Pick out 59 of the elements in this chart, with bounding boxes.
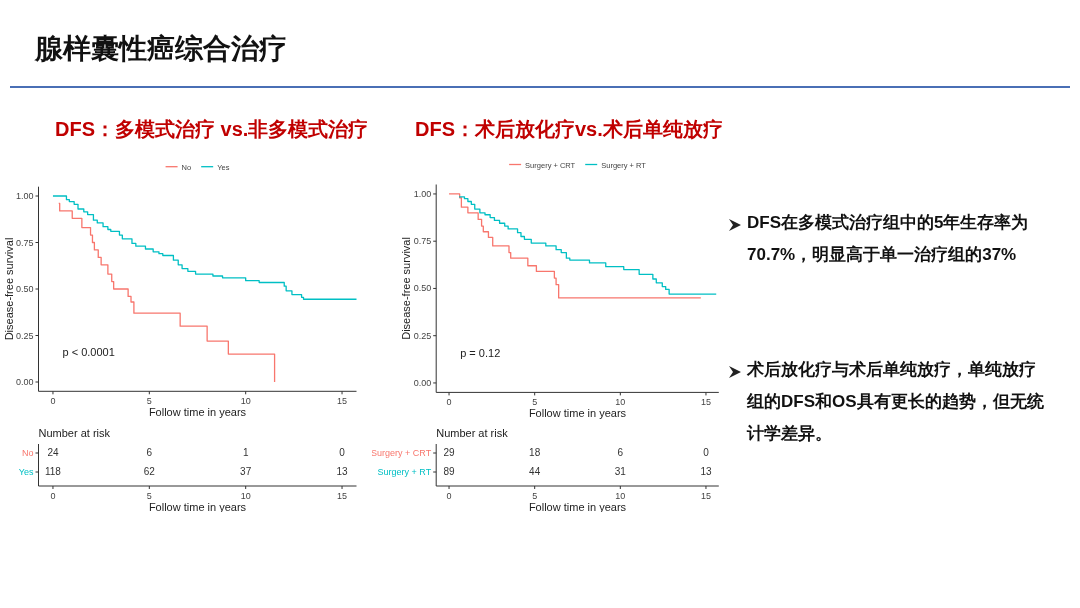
data-label: 118 [44, 466, 62, 477]
y-tick-label: 0.25 [413, 330, 432, 341]
annotation: p < 0.0001 [62, 346, 115, 359]
annotation: p = 0.12 [460, 347, 501, 360]
data-label: 44 [529, 466, 541, 477]
y-tick-label: 0.50 [413, 283, 432, 294]
data-label: 62 [143, 466, 156, 477]
y-tick-label: Surgery + CRT [371, 448, 432, 458]
y-tick-label: No [21, 448, 34, 458]
y-tick-label: 1.00 [413, 188, 432, 199]
data-label: 31 [614, 466, 627, 477]
y-axis-title: Disease-free survival [400, 237, 413, 340]
y-axis-title: Disease-free survival [2, 237, 15, 341]
x-tick-label: 10 [615, 491, 626, 501]
text: DFS在多模式治疗组中的5年生存率为70.7%，明显高于单一治疗组的37% [747, 212, 1030, 266]
x-tick-label: 15 [337, 396, 348, 407]
x-tick-label: 5 [146, 491, 152, 501]
text: 术后放化疗与术后单纯放疗，单纯放疗组的DFS和OS具有更长的趋势，但无统计学差异。 [747, 359, 1045, 445]
x-tick-label: 15 [700, 397, 711, 408]
data-label: 0 [703, 447, 710, 458]
y-tick-label: 0.25 [15, 330, 34, 341]
x-tick-label: 0 [446, 491, 452, 501]
y-tick-label: 0.50 [15, 284, 34, 294]
data-label: 6 [146, 447, 153, 458]
data-label: 0 [339, 447, 346, 458]
y-tick-label: 0.75 [15, 237, 34, 248]
x-tick-label: 15 [337, 491, 348, 501]
chart-title: DFS：多模式治疗 vs.非多模式治疗 [55, 118, 369, 140]
data-label: 29 [443, 447, 456, 458]
x-tick-label: 0 [446, 397, 452, 408]
text: 腺样囊性癌综合治疗 [34, 33, 287, 64]
x-tick-label: 10 [240, 396, 251, 407]
data-label: 18 [529, 447, 541, 458]
data-label: 24 [47, 447, 59, 458]
x-axis-title: Follow time in years [528, 407, 627, 420]
chart-title: DFS：术后放化疗vs.术后单纯放疗 [415, 118, 723, 140]
x-tick-label: 15 [700, 491, 711, 501]
x-tick-label: 10 [615, 397, 626, 408]
data-label: 13 [700, 466, 712, 477]
x-tick-label: 5 [532, 491, 538, 501]
data-label: 6 [617, 447, 624, 458]
x-tick-label: 5 [532, 397, 538, 408]
y-tick-label: 0.00 [413, 377, 432, 388]
y-tick-label: 1.00 [15, 191, 34, 201]
y-tick-label: 0.00 [15, 377, 34, 387]
chart-title: Number at risk [436, 427, 509, 439]
data-label: 1 [242, 447, 249, 458]
data-label: 89 [443, 466, 456, 477]
x-tick-label: 0 [50, 491, 56, 501]
chart-title: Number at risk [38, 427, 111, 439]
data-label: 37 [240, 466, 252, 477]
x-tick-label: 10 [240, 491, 251, 501]
data-label: 13 [336, 466, 349, 477]
x-tick-label: 0 [50, 396, 56, 407]
x-axis-title: Follow time in years [148, 406, 247, 419]
x-tick-label: 5 [146, 396, 152, 407]
y-tick-label: 0.75 [413, 236, 432, 247]
y-tick-label: Yes [18, 467, 34, 477]
y-tick-label: Surgery + RT [377, 467, 432, 477]
